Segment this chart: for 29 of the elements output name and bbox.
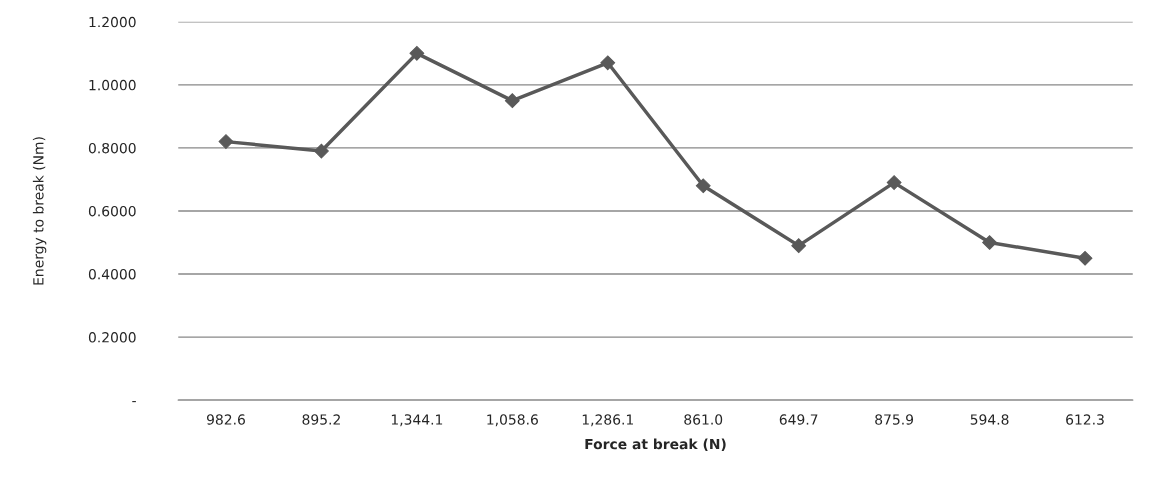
y-tick-label: - [132, 401, 136, 403]
y-tick-label: 0.4000 [88, 268, 136, 280]
x-tick-label: 1,344.1 [391, 414, 443, 427]
point [314, 143, 329, 159]
point [409, 45, 425, 61]
y-tick-label: 0.2000 [88, 332, 136, 343]
y-axis-title: Energy to break (Nm) [32, 137, 47, 285]
x-axis-title: Force at break (N) [585, 438, 726, 451]
y-tick-label: 1.0000 [89, 79, 136, 91]
point [218, 134, 234, 150]
x-tick-label: 861.0 [684, 414, 723, 425]
x-tick-label: 612.3 [1066, 414, 1104, 425]
point [600, 55, 616, 71]
x-tick-label: 1,286.1 [582, 414, 633, 427]
y-tick-label: 0.6000 [88, 205, 136, 217]
point [886, 175, 902, 190]
x-tick-label: 649.7 [779, 414, 818, 425]
point [504, 93, 520, 109]
point [695, 178, 711, 194]
x-tick-label: 1,058.6 [487, 414, 538, 427]
point [982, 235, 997, 250]
x-tick-label: 895.2 [302, 414, 340, 425]
x-tick-label: 594.8 [970, 414, 1009, 425]
y-tick-label: 0.8000 [88, 142, 136, 154]
x-tick-label: 982.6 [206, 414, 245, 425]
y-tick-label: 1.2000 [89, 16, 136, 28]
point [1077, 250, 1093, 266]
point [791, 238, 807, 254]
x-tick-label: 875.9 [875, 414, 914, 425]
